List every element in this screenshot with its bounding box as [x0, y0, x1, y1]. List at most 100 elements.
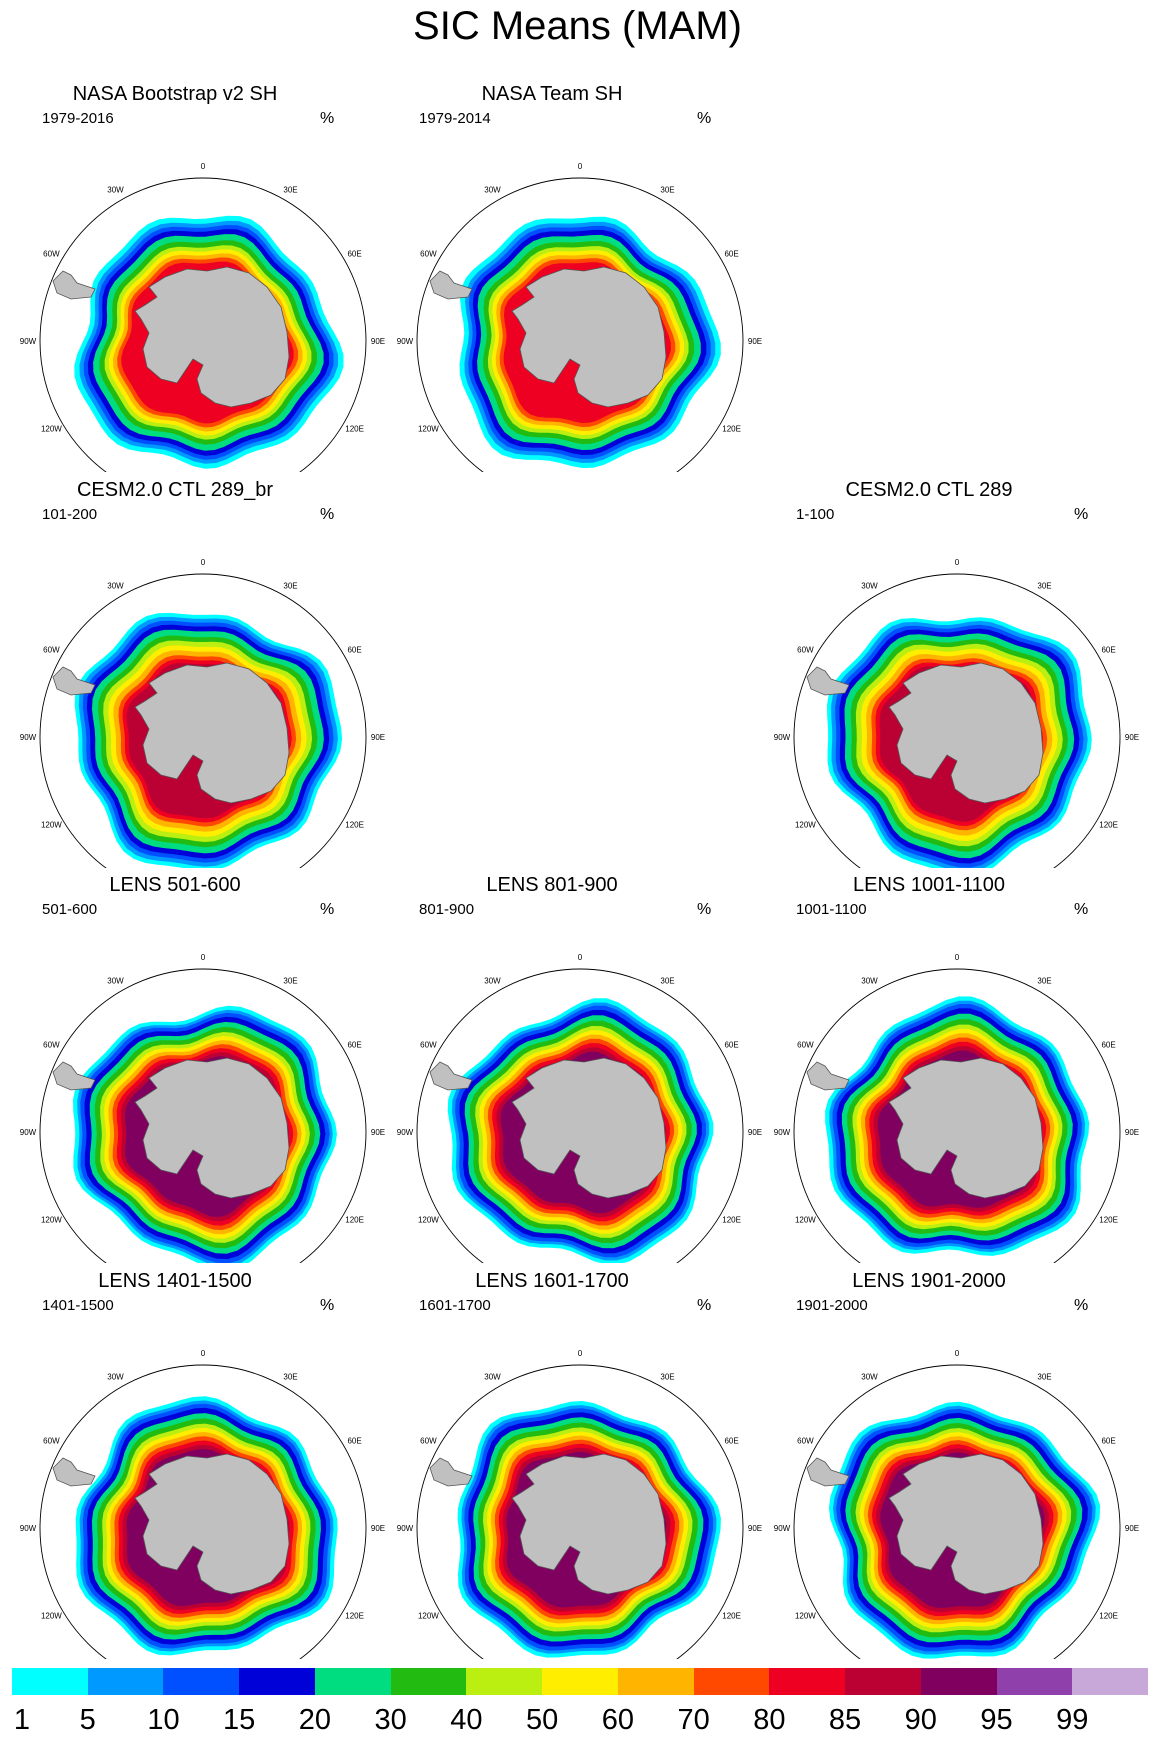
panel-title: LENS 1601-1700	[475, 1270, 629, 1292]
map-boundary-circle	[416, 968, 744, 1263]
longitude-label: 90E	[1125, 1128, 1139, 1137]
longitude-label: 90E	[1125, 1524, 1139, 1533]
longitude-label: 0	[578, 162, 583, 171]
longitude-label: 30E	[283, 185, 297, 194]
panel-period: 1979-2016	[42, 110, 114, 127]
longitude-label: 120E	[722, 1216, 741, 1225]
panel-units: %	[320, 110, 335, 127]
panel-units: %	[320, 1297, 335, 1314]
polar-map: 030E60E90E120E150E180150W120W90W60W30W	[20, 558, 385, 868]
panel-period: 501-600	[42, 901, 98, 918]
polar-map: 030E60E90E120E150E180150W120W90W60W30W	[397, 1349, 762, 1659]
longitude-label: 60E	[1101, 646, 1115, 655]
colorbar-swatch	[542, 1668, 618, 1695]
longitude-label: 60E	[347, 1437, 361, 1446]
longitude-label: 60E	[1101, 1041, 1115, 1050]
longitude-label: 60W	[797, 1437, 814, 1446]
longitude-label: 120W	[418, 425, 439, 434]
map-boundary-circle	[39, 1364, 367, 1659]
panel-title: LENS 801-900	[486, 874, 618, 896]
map-boundary-circle	[39, 573, 367, 868]
longitude-label: 0	[955, 953, 960, 962]
panel-units: %	[320, 506, 335, 523]
panel-period: 801-900	[419, 901, 475, 918]
longitude-label: 90W	[20, 337, 37, 346]
colorbar-label: 99	[1056, 1704, 1089, 1736]
longitude-label: 120E	[1099, 821, 1118, 830]
longitude-label: 120E	[1099, 1216, 1118, 1225]
longitude-label: 120W	[41, 821, 62, 830]
panel-title: LENS 1001-1100	[853, 874, 1005, 896]
longitude-label: 90W	[397, 1524, 414, 1533]
longitude-label: 90W	[774, 1524, 791, 1533]
longitude-label: 30E	[660, 1372, 674, 1381]
longitude-label: 120E	[345, 821, 364, 830]
colorbar-label: 15	[223, 1704, 256, 1736]
longitude-label: 30E	[283, 1372, 297, 1381]
longitude-label: 30W	[484, 976, 501, 985]
longitude-label: 60E	[724, 1437, 738, 1446]
colorbar-swatch	[617, 1668, 694, 1695]
panel-title: CESM2.0 CTL 289	[845, 479, 1013, 501]
longitude-label: 60E	[724, 250, 738, 259]
colorbar: 1 5 10 15 20 30 40 50 60 70 80 85 90 95 99	[12, 1668, 1148, 1738]
longitude-label: 90W	[397, 1128, 414, 1137]
longitude-label: 90E	[748, 1524, 762, 1533]
longitude-label: 30W	[484, 1372, 501, 1381]
longitude-label: 30W	[484, 185, 501, 194]
antarctica-landmass	[511, 1453, 667, 1595]
colorbar-swatch	[163, 1668, 240, 1695]
antarctica-landmass	[134, 1453, 290, 1595]
colorbar-swatch	[87, 1668, 164, 1695]
colorbar-label: 60	[601, 1704, 634, 1736]
longitude-label: 30E	[283, 976, 297, 985]
longitude-label: 90W	[774, 733, 791, 742]
longitude-label: 60W	[420, 1041, 437, 1050]
longitude-label: 0	[578, 953, 583, 962]
longitude-label: 0	[201, 953, 206, 962]
map-panel: 030E60E90E120E150E180150W120W90W60W30WNA…	[20, 82, 400, 472]
longitude-label: 60E	[1101, 1437, 1115, 1446]
longitude-label: 60W	[420, 250, 437, 259]
south-america-landmass	[52, 270, 96, 300]
longitude-label: 0	[578, 1349, 583, 1358]
longitude-label: 30W	[861, 976, 878, 985]
longitude-label: 90E	[371, 1128, 385, 1137]
panel-title: NASA Team SH	[481, 83, 623, 105]
panel-title: LENS 1901-2000	[852, 1270, 1006, 1292]
colorbar-swatch	[845, 1668, 921, 1695]
longitude-label: 120E	[722, 1612, 741, 1621]
colorbar-label: 90	[904, 1704, 937, 1736]
south-america-landmass	[52, 666, 96, 696]
map-boundary-circle	[793, 1364, 1121, 1659]
panel-units: %	[697, 901, 712, 918]
longitude-label: 60W	[797, 1041, 814, 1050]
longitude-label: 30E	[1037, 976, 1051, 985]
panel-period: 1-100	[796, 506, 835, 523]
panel-period: 1901-2000	[796, 1297, 868, 1314]
longitude-label: 120W	[418, 1612, 439, 1621]
panel-units: %	[1074, 1297, 1089, 1314]
longitude-label: 30W	[107, 185, 124, 194]
map-panel: 030E60E90E120E150E180150W120W90W60W30WLE…	[397, 873, 777, 1263]
colorbar-swatch	[12, 1668, 88, 1695]
antarctica-landmass	[888, 1453, 1044, 1595]
colorbar-swatch	[390, 1668, 467, 1695]
colorbar-swatch	[1072, 1668, 1148, 1695]
longitude-label: 120W	[795, 1612, 816, 1621]
longitude-label: 120W	[795, 1216, 816, 1225]
colorbar-label: 50	[525, 1704, 559, 1736]
panel-units: %	[697, 110, 712, 127]
longitude-label: 0	[201, 162, 206, 171]
polar-map: 030E60E90E120E150E180150W120W90W60W30W	[20, 953, 385, 1263]
map-panel: 030E60E90E120E150E180150W120W90W60W30WLE…	[774, 873, 1154, 1263]
longitude-label: 60W	[43, 250, 60, 259]
longitude-label: 90W	[20, 1128, 37, 1137]
antarctica-landmass	[134, 1057, 290, 1199]
panel-units: %	[320, 901, 335, 918]
longitude-label: 60E	[724, 1041, 738, 1050]
map-boundary-circle	[39, 968, 367, 1263]
south-america-landmass	[52, 1457, 96, 1487]
longitude-label: 90E	[748, 337, 762, 346]
panel-period: 1601-1700	[419, 1297, 491, 1314]
